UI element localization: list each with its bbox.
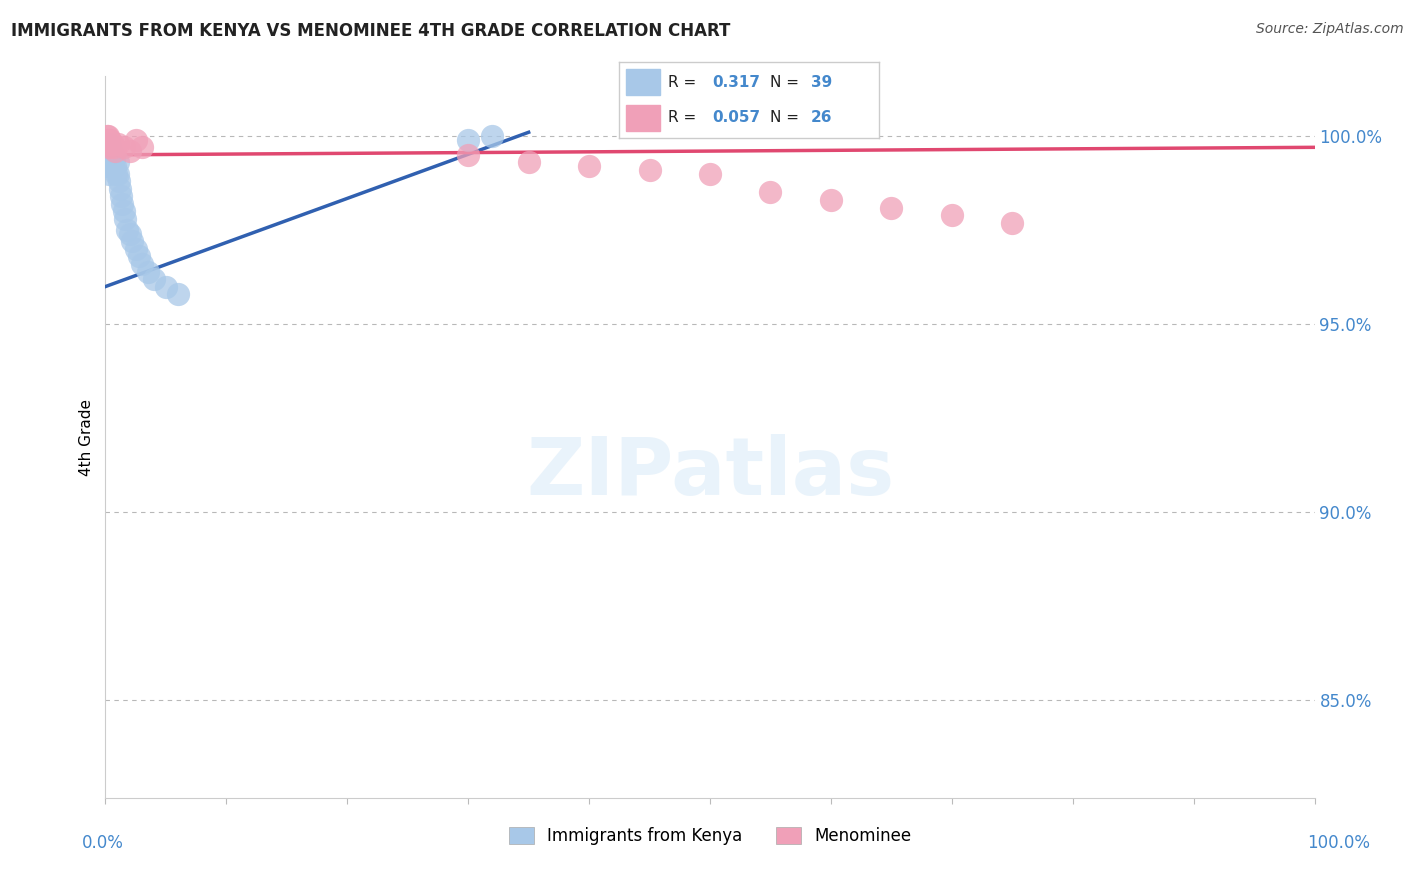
- Point: [124, 133, 148, 147]
- Point: [97, 136, 120, 151]
- Point: [121, 235, 143, 249]
- Point: [115, 223, 138, 237]
- Point: [98, 167, 121, 181]
- Point: [118, 227, 141, 241]
- Point: [98, 152, 121, 166]
- Text: 100.0%: 100.0%: [1308, 834, 1369, 852]
- Point: [96, 133, 118, 147]
- Point: [136, 264, 159, 278]
- Point: [98, 140, 121, 154]
- Point: [941, 208, 963, 222]
- Point: [100, 144, 122, 158]
- Point: [101, 148, 124, 162]
- Point: [105, 167, 128, 181]
- Point: [96, 159, 118, 173]
- Point: [481, 128, 503, 143]
- Point: [97, 133, 120, 147]
- Point: [104, 159, 127, 173]
- Point: [155, 279, 177, 293]
- Point: [759, 186, 782, 200]
- Point: [112, 204, 135, 219]
- Point: [103, 140, 125, 154]
- Point: [114, 211, 136, 226]
- Point: [167, 287, 190, 301]
- Point: [107, 174, 129, 188]
- Point: [97, 128, 120, 143]
- Point: [107, 136, 129, 151]
- Point: [96, 148, 118, 162]
- Text: Source: ZipAtlas.com: Source: ZipAtlas.com: [1256, 22, 1403, 37]
- Point: [128, 249, 150, 263]
- Point: [142, 272, 165, 286]
- Point: [820, 193, 842, 207]
- Text: 0.317: 0.317: [713, 75, 761, 90]
- Text: N =: N =: [769, 111, 803, 125]
- Point: [100, 155, 122, 169]
- Point: [118, 144, 141, 158]
- Legend: Immigrants from Kenya, Menominee: Immigrants from Kenya, Menominee: [502, 820, 918, 852]
- Point: [517, 155, 540, 169]
- Point: [108, 182, 131, 196]
- Point: [103, 152, 125, 166]
- Point: [124, 242, 148, 256]
- Text: 39: 39: [811, 75, 832, 90]
- Point: [107, 167, 129, 181]
- Point: [638, 162, 661, 177]
- Text: 0.0%: 0.0%: [82, 834, 124, 852]
- Point: [98, 140, 121, 154]
- Point: [457, 148, 479, 162]
- Point: [98, 144, 121, 158]
- Point: [104, 144, 127, 158]
- Text: 26: 26: [811, 111, 832, 125]
- Point: [131, 257, 153, 271]
- Point: [110, 189, 132, 203]
- Point: [699, 167, 721, 181]
- Point: [97, 144, 120, 158]
- Point: [111, 196, 134, 211]
- Point: [98, 136, 121, 151]
- Bar: [627, 70, 661, 95]
- Point: [578, 159, 600, 173]
- Point: [880, 201, 903, 215]
- Bar: [627, 105, 661, 130]
- Point: [112, 140, 135, 154]
- Text: N =: N =: [769, 75, 803, 90]
- Y-axis label: 4th Grade: 4th Grade: [79, 399, 94, 475]
- Point: [97, 155, 120, 169]
- Point: [101, 159, 124, 173]
- Point: [100, 136, 122, 151]
- Text: R =: R =: [668, 75, 702, 90]
- Point: [101, 136, 124, 151]
- Point: [98, 133, 121, 147]
- Point: [457, 133, 479, 147]
- Text: ZIPatlas: ZIPatlas: [526, 434, 894, 512]
- Point: [96, 136, 118, 151]
- Point: [96, 128, 118, 143]
- Point: [98, 155, 121, 169]
- Point: [131, 140, 153, 154]
- Text: IMMIGRANTS FROM KENYA VS MENOMINEE 4TH GRADE CORRELATION CHART: IMMIGRANTS FROM KENYA VS MENOMINEE 4TH G…: [11, 22, 731, 40]
- Text: 0.057: 0.057: [713, 111, 761, 125]
- Point: [1001, 216, 1024, 230]
- Text: R =: R =: [668, 111, 702, 125]
- Point: [98, 136, 121, 151]
- Point: [107, 155, 129, 169]
